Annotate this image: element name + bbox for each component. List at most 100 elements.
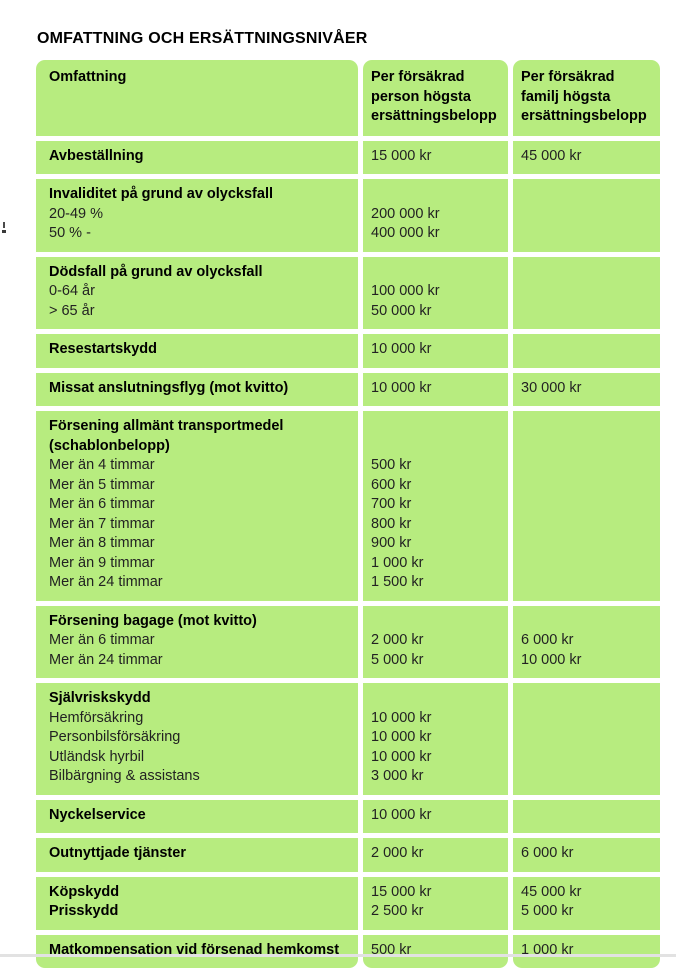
family-amount-cell: 6 000 kr	[513, 838, 660, 872]
page-title: OMFATTNING OCH ERSÄTTNINGSNIVÅER	[37, 30, 368, 48]
label-line: Självriskskydd	[49, 689, 348, 709]
person-amount-cell: 10 000 kr	[363, 373, 508, 407]
family-amount-cell: 45 000 kr	[513, 141, 660, 175]
label-line: Invaliditet på grund av olycksfall	[49, 185, 348, 205]
value-line	[371, 612, 500, 632]
value-line: 900 kr	[371, 534, 500, 554]
value-line: 0-64 år	[49, 282, 348, 302]
value-line: Mer än 24 timmar	[49, 651, 348, 671]
coverage-cell: Missat anslutningsflyg (mot kvitto)	[36, 373, 358, 407]
label-line: Per försäkrad	[371, 68, 500, 88]
value-line: 700 kr	[371, 495, 500, 515]
label-line: Omfattning	[49, 68, 348, 88]
table-row-forsening-transportmedel: Försening allmänt transportmedel(schablo…	[36, 411, 660, 601]
value-line	[371, 689, 500, 709]
value-line: 400 000 kr	[371, 224, 500, 244]
table-row-outnyttjade-tjanster: Outnyttjade tjänster 2 000 kr 6 000 kr	[36, 838, 660, 872]
label-line: Resestartskydd	[49, 340, 348, 360]
label-line: Avbeställning	[49, 147, 348, 167]
family-amount-cell	[513, 411, 660, 601]
table-row-forsening-bagage: Försening bagage (mot kvitto)Mer än 6 ti…	[36, 606, 660, 679]
value-line: 10 000 kr	[371, 748, 500, 768]
value-line	[371, 417, 500, 437]
label-line: familj högsta	[521, 88, 652, 108]
table-row-missat-anslutningsflyg: Missat anslutningsflyg (mot kvitto) 10 00…	[36, 373, 660, 407]
value-line: 50 % -	[49, 224, 348, 244]
value-line: 2 500 kr	[371, 902, 500, 922]
family-amount-cell	[513, 334, 660, 368]
label-line: person högsta	[371, 88, 500, 108]
value-line: 10 000 kr	[371, 379, 500, 399]
value-line: 200 000 kr	[371, 205, 500, 225]
value-line: 10 000 kr	[371, 728, 500, 748]
label-line: Matkompensation vid försenad hemkomst	[49, 941, 348, 961]
value-line: Bilbärgning & assistans	[49, 767, 348, 787]
label-line: Missat anslutningsflyg (mot kvitto)	[49, 379, 348, 399]
value-line: Personbilsförsäkring	[49, 728, 348, 748]
label-line: Köpskydd	[49, 883, 348, 903]
label-line: Prisskydd	[49, 902, 348, 922]
label-line: ersättningsbelopp	[371, 107, 500, 127]
value-line: Mer än 7 timmar	[49, 515, 348, 535]
table-row-matkompensation: Matkompensation vid försenad hemkomst 500…	[36, 935, 660, 968]
value-line: Mer än 24 timmar	[49, 573, 348, 593]
value-line: 500 kr	[371, 456, 500, 476]
coverage-cell: Försening bagage (mot kvitto)Mer än 6 ti…	[36, 606, 358, 679]
value-line: 10 000 kr	[371, 709, 500, 729]
value-line: Mer än 8 timmar	[49, 534, 348, 554]
value-line: 2 000 kr	[371, 844, 500, 864]
value-line: 30 000 kr	[521, 379, 652, 399]
value-line	[371, 263, 500, 283]
edge-artifact	[0, 221, 8, 235]
coverage-cell: Avbeställning	[36, 141, 358, 175]
value-line	[371, 185, 500, 205]
value-line: Mer än 6 timmar	[49, 631, 348, 651]
label-line: Dödsfall på grund av olycksfall	[49, 263, 348, 283]
person-amount-cell: 500 kr	[363, 935, 508, 968]
value-line: Mer än 9 timmar	[49, 554, 348, 574]
value-line: 45 000 kr	[521, 883, 652, 903]
label-line: Försening allmänt transportmedel	[49, 417, 348, 437]
person-amount-cell: 10 000 kr	[363, 800, 508, 834]
value-line: Hemförsäkring	[49, 709, 348, 729]
edge-artifact-mark	[3, 222, 5, 228]
value-line: 500 kr	[371, 941, 500, 961]
coverage-cell: Nyckelservice	[36, 800, 358, 834]
label-line: Försening bagage (mot kvitto)	[49, 612, 348, 632]
person-amount-cell: 10 000 kr	[363, 334, 508, 368]
label-line: (schablonbelopp)	[49, 437, 348, 457]
value-line: Mer än 5 timmar	[49, 476, 348, 496]
value-line	[521, 612, 652, 632]
value-line: 15 000 kr	[371, 147, 500, 167]
value-line: 10 000 kr	[371, 340, 500, 360]
person-amount-cell: 15 000 kr	[363, 141, 508, 175]
family-amount-cell	[513, 683, 660, 795]
label-line: Outnyttjade tjänster	[49, 844, 348, 864]
page-divider	[0, 954, 676, 957]
value-line: 3 000 kr	[371, 767, 500, 787]
value-line	[371, 437, 500, 457]
value-line: 5 000 kr	[371, 651, 500, 671]
value-line: 50 000 kr	[371, 302, 500, 322]
value-line: 2 000 kr	[371, 631, 500, 651]
value-line: 10 000 kr	[521, 651, 652, 671]
value-line: 100 000 kr	[371, 282, 500, 302]
coverage-cell: Outnyttjade tjänster	[36, 838, 358, 872]
